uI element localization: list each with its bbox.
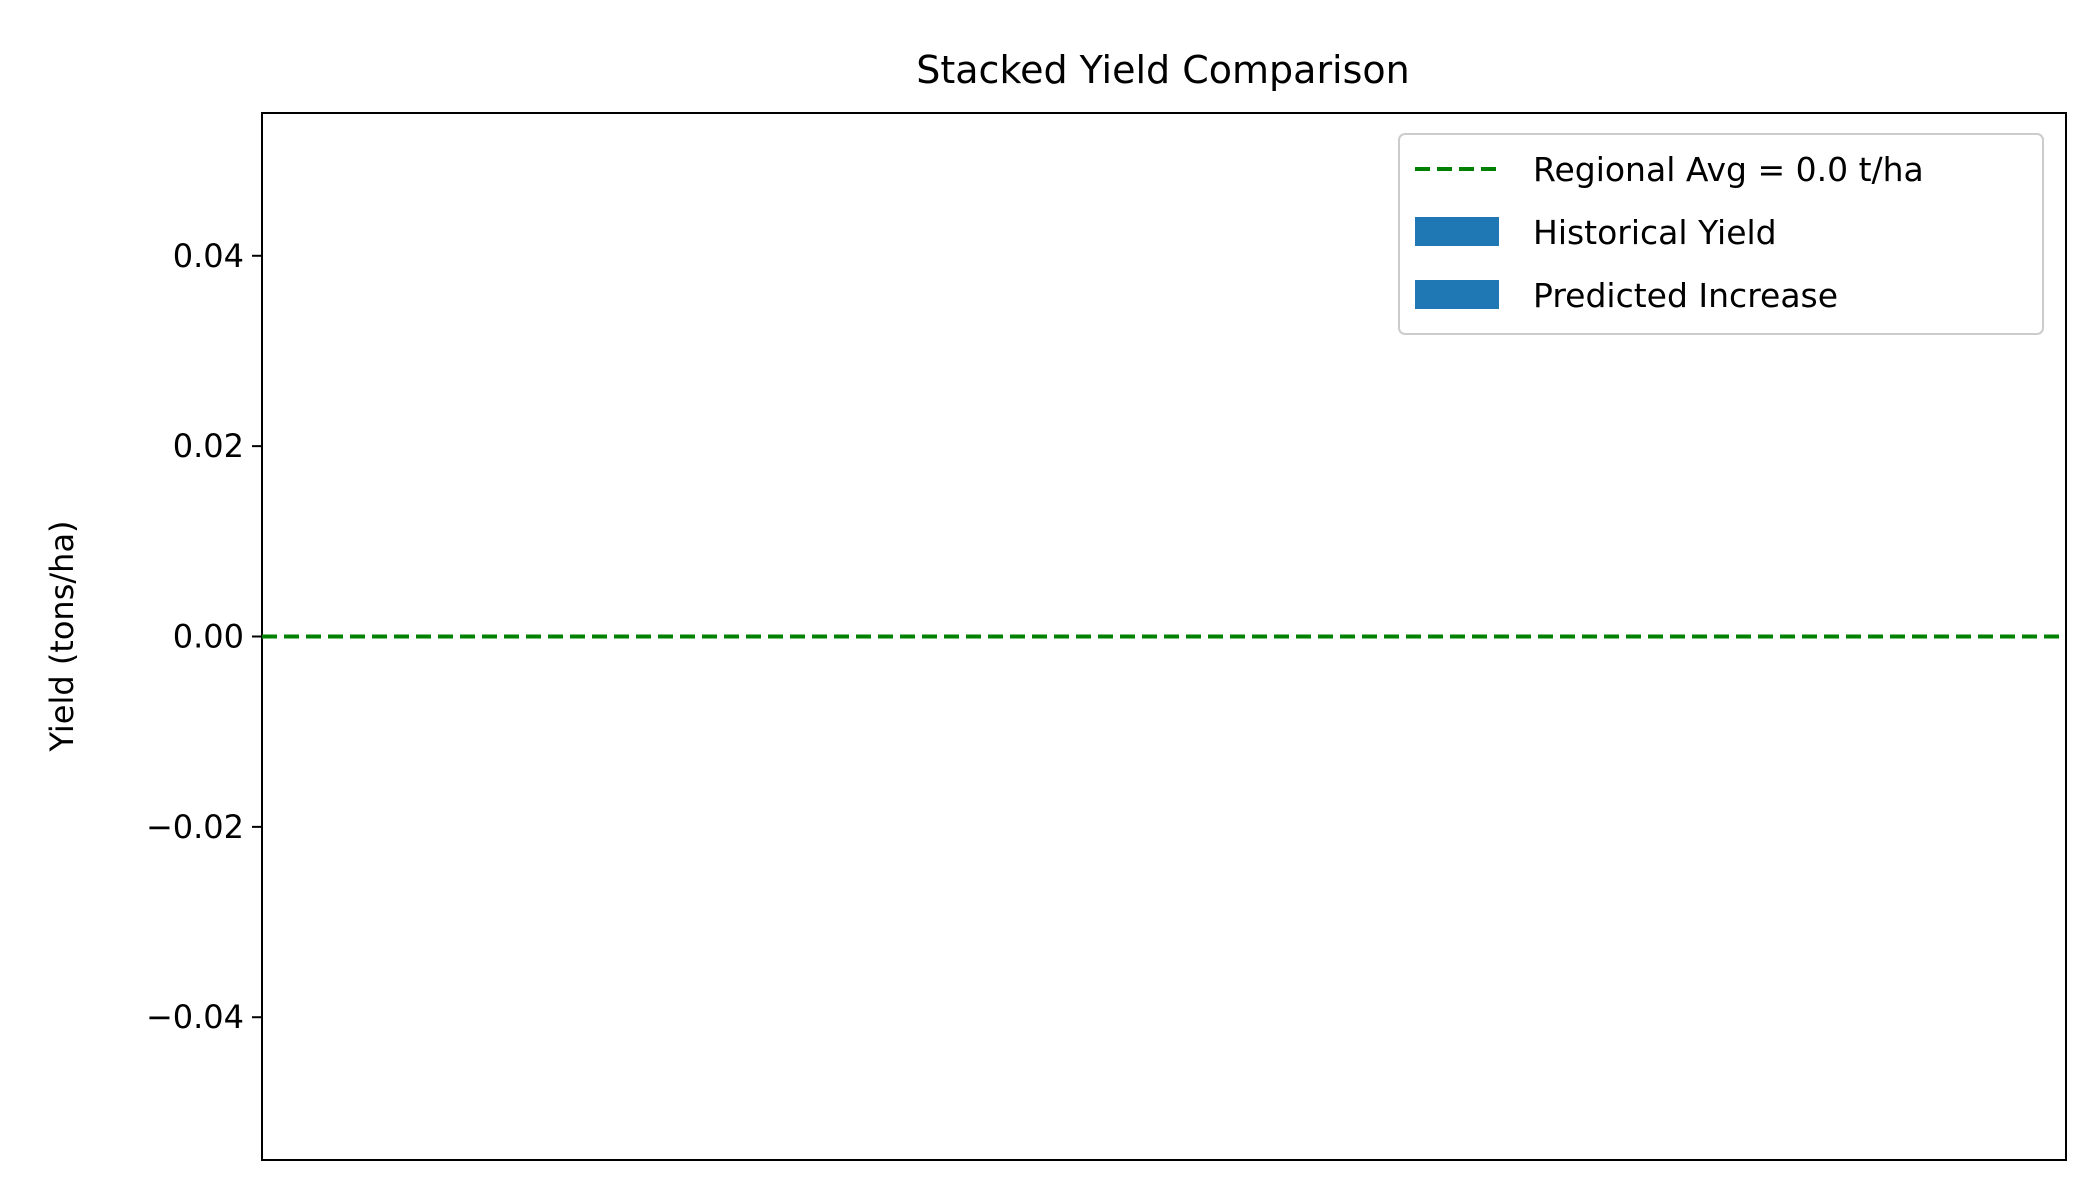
legend-label: Regional Avg = 0.0 t/ha [1533,150,1924,189]
legend-label: Historical Yield [1533,213,1777,252]
y-tick-label: −0.04 [146,998,244,1036]
y-tick-label: 0.00 [173,618,244,656]
y-tick-label: 0.04 [173,237,244,275]
y-axis-label: Yield (tons/ha) [43,520,81,752]
legend: Regional Avg = 0.0 t/ha Historical Yield P… [1398,133,2044,335]
legend-entries: Regional Avg = 0.0 t/ha Historical Yield P… [1415,150,1924,315]
legend-frame [1398,133,2044,335]
legend-label: Predicted Increase [1533,276,1838,315]
chart-title: Stacked Yield Comparison [916,48,1410,92]
y-axis: −0.04 −0.02 0.00 0.02 0.04 [146,237,262,1036]
legend-swatch-patch [1415,217,1499,246]
y-tick-label: 0.02 [173,427,244,465]
legend-swatch-patch [1415,280,1499,309]
y-tick-label: −0.02 [146,808,244,846]
